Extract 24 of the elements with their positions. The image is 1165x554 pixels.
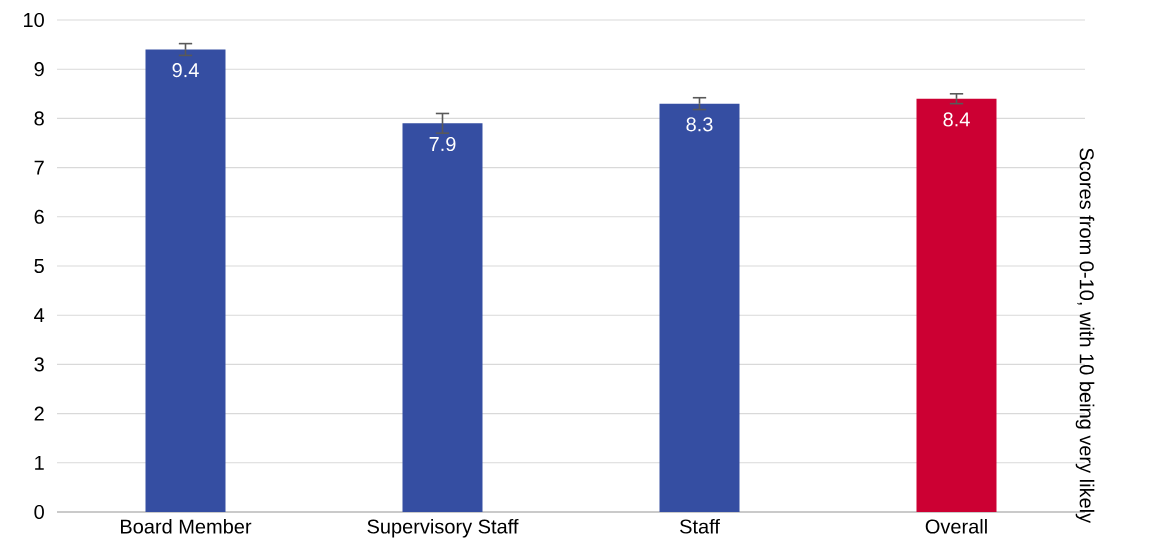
bar — [916, 98, 997, 512]
y-tick-label: 4 — [34, 308, 45, 323]
data-label: 7.9 — [429, 136, 456, 152]
y-tick-label: 6 — [34, 209, 44, 224]
bar — [402, 123, 483, 512]
data-label: 8.4 — [943, 112, 970, 127]
y-tick-label: 10 — [24, 12, 44, 28]
y-tick-label: 8 — [34, 111, 44, 126]
x-tick-label: Board Member — [120, 518, 252, 534]
x-tick-label: Overall — [925, 518, 987, 534]
x-tick-label: Supervisory Staff — [367, 518, 519, 538]
y-tick-label: 5 — [34, 259, 44, 273]
bar — [659, 103, 740, 512]
y-tick-label: 1 — [35, 455, 44, 470]
y-tick-label: 9 — [34, 62, 44, 77]
y-tick-label: 2 — [34, 406, 44, 421]
bar — [145, 49, 226, 512]
data-label: 8.3 — [686, 117, 713, 132]
y-tick-label: 7 — [34, 160, 44, 175]
y-tick-label: 3 — [34, 357, 44, 372]
y-axis-title: Scores from 0-10, with 10 being very likely — [1075, 148, 1095, 524]
x-tick-label: Staff — [680, 518, 720, 534]
data-label: 9.4 — [172, 63, 199, 78]
y-tick-label: 0 — [34, 504, 44, 520]
